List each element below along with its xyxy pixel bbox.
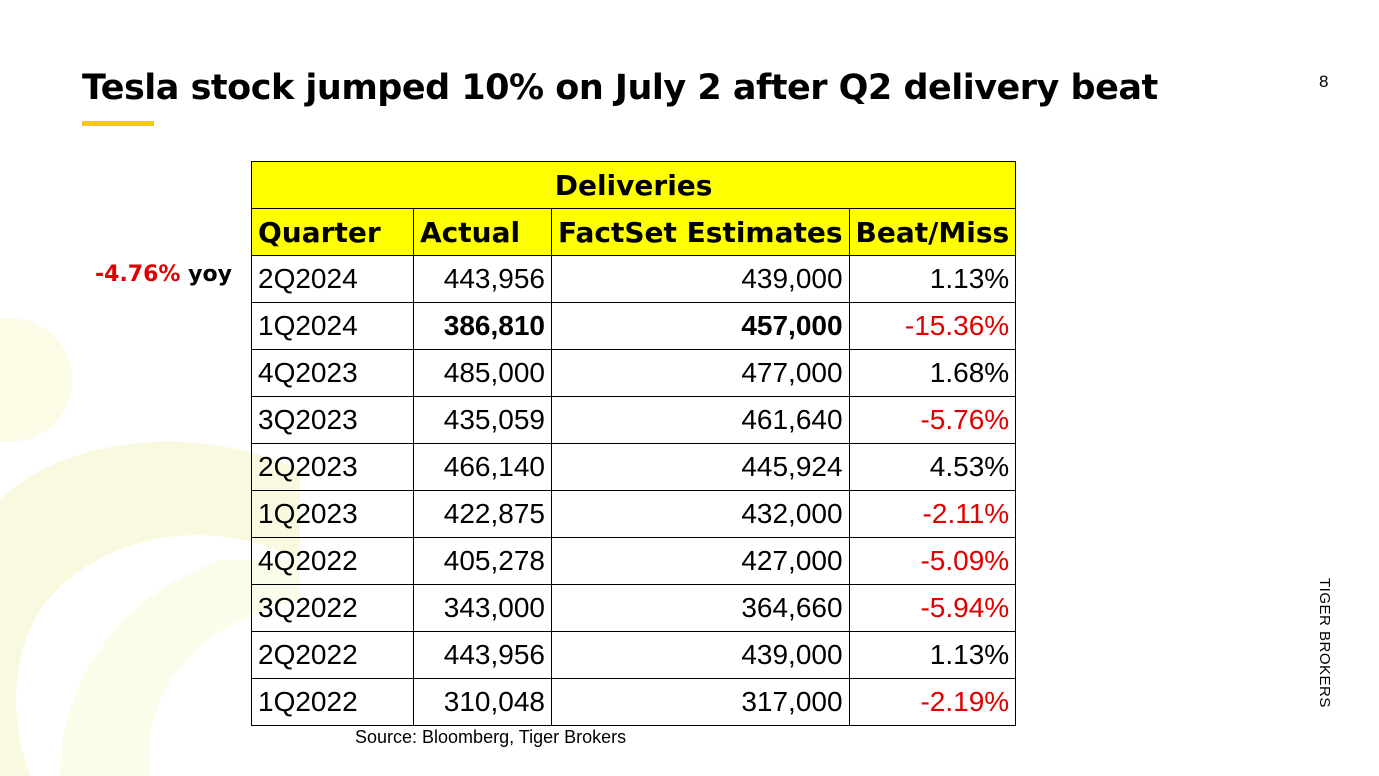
cell-beat-miss: -15.36% [848,302,1017,350]
yoy-suffix: yoy [188,262,232,287]
cell-actual: 386,810 [413,302,552,350]
table-row: 2Q2022 443,956 439,000 1.13% [251,631,1017,679]
table-row: 1Q2022 310,048 317,000 -2.19% [251,678,1017,726]
table-row: 1Q2024 386,810 457,000 -15.36% [251,302,1017,350]
cell-estimate: 427,000 [551,537,850,585]
cell-quarter: 1Q2022 [251,678,414,726]
cell-quarter: 3Q2022 [251,584,414,632]
table-row: 3Q2022 343,000 364,660 -5.94% [251,584,1017,632]
group-header-row: Deliveries [250,161,1017,209]
table-row: 4Q2022 405,278 427,000 -5.09% [251,537,1017,585]
column-header-row: Quarter Actual FactSet Estimates Beat/Mi… [251,208,1017,256]
yoy-note: -4.76% yoy [95,262,232,287]
page-number: 8 [1319,72,1329,91]
yoy-value: -4.76% [95,262,181,287]
cell-quarter: 1Q2023 [251,490,414,538]
table-row: 2Q2024 443,956 439,000 1.13% [251,255,1017,303]
cell-quarter: 4Q2022 [251,537,414,585]
cell-quarter: 1Q2024 [251,302,414,350]
cell-beat-miss: 4.53% [848,443,1017,491]
cell-estimate: 432,000 [551,490,850,538]
cell-estimate: 439,000 [551,631,850,679]
cell-estimate: 317,000 [551,678,850,726]
cell-beat-miss: -5.76% [848,396,1017,444]
cell-estimate: 439,000 [551,255,850,303]
table-row: 4Q2023 485,000 477,000 1.68% [251,349,1017,397]
cell-actual: 485,000 [413,349,552,397]
cell-quarter: 2Q2022 [251,631,414,679]
cell-beat-miss: -5.94% [848,584,1017,632]
cell-quarter: 2Q2024 [251,255,414,303]
column-header-estimates: FactSet Estimates [551,208,850,256]
cell-estimate: 477,000 [551,349,850,397]
cell-actual: 443,956 [413,631,552,679]
table-row: 2Q2023 466,140 445,924 4.53% [251,443,1017,491]
cell-actual: 435,059 [413,396,552,444]
column-header-beat-miss: Beat/Miss [848,208,1017,256]
cell-actual: 443,956 [413,255,552,303]
cell-estimate: 445,924 [551,443,850,491]
title-underline [82,121,154,126]
cell-estimate: 457,000 [551,302,850,350]
cell-quarter: 4Q2023 [251,349,414,397]
cell-quarter: 3Q2023 [251,396,414,444]
cell-beat-miss: 1.13% [848,255,1017,303]
cell-beat-miss: -5.09% [848,537,1017,585]
group-header: Deliveries [250,161,1017,209]
cell-beat-miss: 1.68% [848,349,1017,397]
cell-beat-miss: -2.19% [848,678,1017,726]
cell-actual: 466,140 [413,443,552,491]
cell-beat-miss: 1.13% [848,631,1017,679]
cell-actual: 422,875 [413,490,552,538]
table-row: 3Q2023 435,059 461,640 -5.76% [251,396,1017,444]
cell-estimate: 364,660 [551,584,850,632]
cell-actual: 405,278 [413,537,552,585]
cell-estimate: 461,640 [551,396,850,444]
slide-title: Tesla stock jumped 10% on July 2 after Q… [82,68,1158,108]
deliveries-table: Deliveries Quarter Actual FactSet Estima… [250,161,1017,726]
source-note: Source: Bloomberg, Tiger Brokers [355,727,627,747]
cell-beat-miss: -2.11% [848,490,1017,538]
column-header-quarter: Quarter [251,208,414,256]
table-row: 1Q2023 422,875 432,000 -2.11% [251,490,1017,538]
column-header-actual: Actual [413,208,552,256]
cell-quarter: 2Q2023 [251,443,414,491]
cell-actual: 343,000 [413,584,552,632]
cell-actual: 310,048 [413,678,552,726]
brand-label: TIGER BROKERS [1316,578,1333,708]
